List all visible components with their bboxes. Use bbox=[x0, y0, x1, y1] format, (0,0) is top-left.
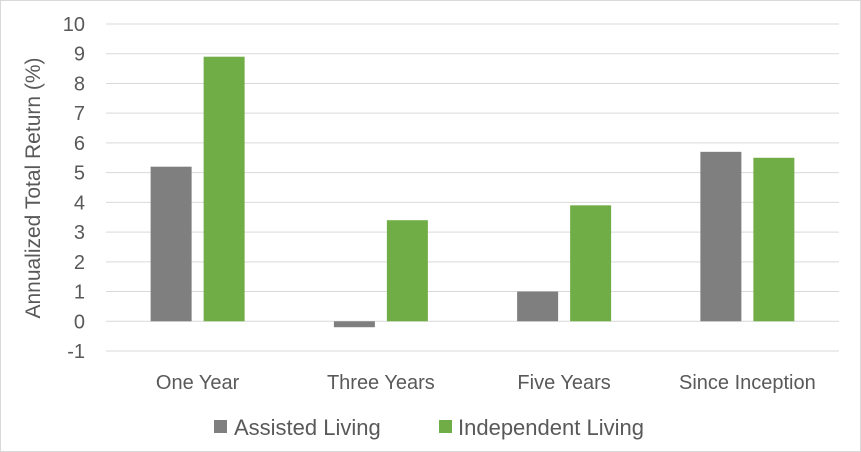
y-tick-label: 10 bbox=[63, 14, 85, 36]
bar-independent-living-three-years bbox=[386, 220, 428, 322]
y-tick-label: -1 bbox=[67, 341, 85, 363]
x-tick-label: Since Inception bbox=[679, 372, 816, 394]
bars bbox=[150, 56, 795, 328]
legend-label: Independent Living bbox=[458, 415, 644, 440]
bar-assisted-living-five-years bbox=[517, 291, 559, 322]
x-tick-label: Three Years bbox=[327, 372, 435, 394]
bar-independent-living-one-year bbox=[203, 56, 245, 322]
y-tick-label: 5 bbox=[74, 163, 85, 185]
bar-assisted-living-three-years bbox=[333, 321, 375, 328]
x-axis-ticks: One Year Three Years Five Years Since Incep… bbox=[156, 372, 816, 394]
bar-independent-living-since-inception bbox=[753, 157, 795, 322]
legend-label: Assisted Living bbox=[234, 415, 381, 440]
y-tick-label: 6 bbox=[74, 133, 85, 155]
y-axis-ticks: -1 0 1 2 3 4 5 6 7 8 9 10 bbox=[63, 14, 85, 363]
y-tick-label: 4 bbox=[74, 192, 85, 214]
y-tick-label: 9 bbox=[74, 44, 85, 66]
y-axis-title: Annualized Total Return (%) bbox=[22, 57, 45, 318]
legend: Assisted Living Independent Living bbox=[214, 415, 644, 440]
y-tick-label: 7 bbox=[74, 103, 85, 125]
x-tick-label: Five Years bbox=[517, 372, 610, 394]
y-tick-label: 0 bbox=[74, 311, 85, 333]
bar-independent-living-five-years bbox=[570, 205, 612, 322]
y-tick-label: 2 bbox=[74, 252, 85, 274]
y-tick-label: 8 bbox=[74, 73, 85, 95]
legend-swatch bbox=[439, 420, 452, 433]
bar-assisted-living-since-inception bbox=[700, 151, 742, 322]
bar-assisted-living-one-year bbox=[150, 166, 192, 322]
y-tick-label: 1 bbox=[74, 282, 85, 304]
y-tick-label: 3 bbox=[74, 222, 85, 244]
x-tick-label: One Year bbox=[156, 372, 240, 394]
legend-swatch bbox=[214, 420, 227, 433]
